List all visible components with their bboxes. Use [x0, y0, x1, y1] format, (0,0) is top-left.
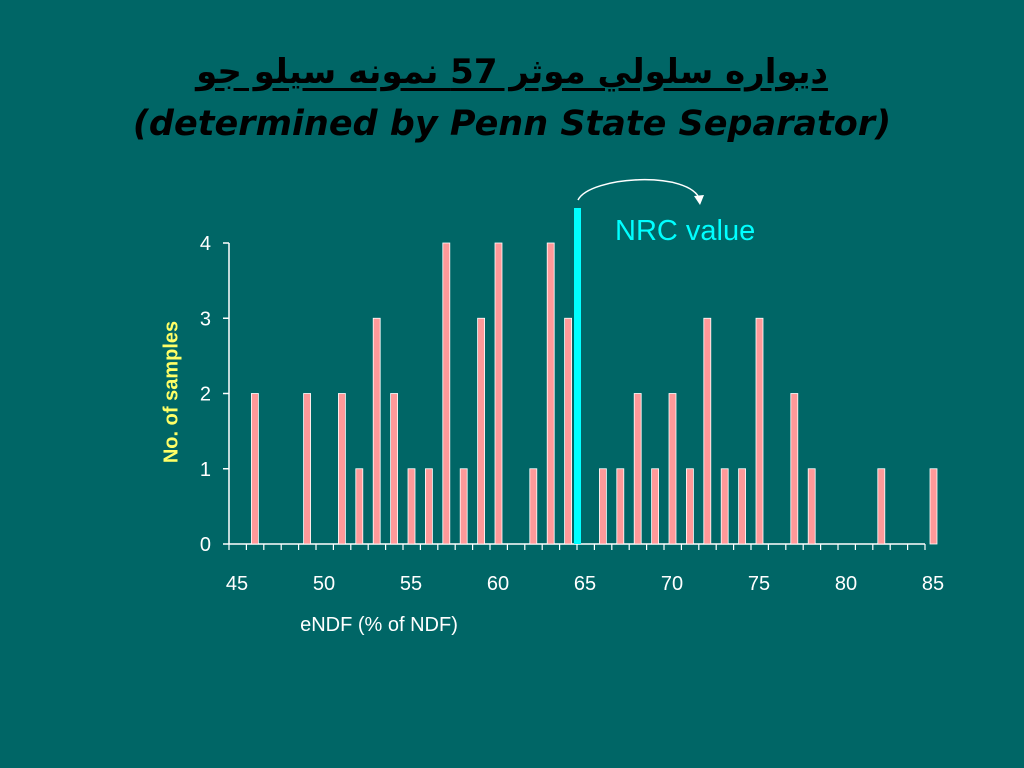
- bar: [616, 468, 625, 545]
- bar: [720, 468, 729, 545]
- bar: [877, 468, 886, 545]
- y-tick-label: 1: [200, 459, 211, 481]
- y-tick-label: 2: [200, 384, 211, 406]
- bar: [494, 242, 503, 545]
- bar: [424, 468, 433, 545]
- bar: [599, 468, 607, 545]
- bar: [303, 393, 312, 545]
- x-tick-label: 75: [748, 573, 770, 595]
- bar: [564, 317, 572, 545]
- bar: [372, 317, 381, 545]
- bar: [459, 468, 468, 545]
- y-axis-label: No. of samples: [160, 320, 183, 464]
- bar: [738, 468, 746, 545]
- bar: [337, 393, 346, 545]
- nrc-value-label: NRC value: [615, 215, 756, 247]
- y-tick-label: 0: [200, 534, 211, 556]
- y-tick-label: 4: [200, 233, 211, 255]
- slide-subtitle: (determined by Penn State Separator): [132, 104, 892, 144]
- x-tick-label: 55: [400, 573, 422, 595]
- x-axis: 45 50 55 60 65 70 75 80 85: [226, 543, 944, 595]
- bar: [546, 242, 555, 545]
- bar: [529, 468, 538, 545]
- bar: [929, 468, 938, 545]
- bar: [442, 242, 451, 545]
- y-axis: 0 1 2 3 4: [200, 233, 230, 556]
- x-tick-label: 80: [835, 573, 857, 595]
- bar: [807, 468, 816, 545]
- bar: [477, 317, 486, 545]
- x-tick-label: 60: [487, 573, 509, 595]
- x-tick-label: 50: [313, 573, 335, 595]
- bar: [755, 317, 764, 545]
- bar: [633, 393, 642, 545]
- bar: [686, 468, 694, 545]
- bar: [651, 468, 659, 545]
- x-tick-label: 65: [574, 573, 596, 595]
- bars: [250, 242, 938, 545]
- x-tick-label: 70: [661, 573, 683, 595]
- nrc-arrow-arc: [577, 178, 701, 201]
- bar: [355, 468, 364, 545]
- bar: [407, 468, 416, 545]
- bar: [703, 317, 712, 545]
- bar: [790, 393, 799, 545]
- bar: [390, 393, 399, 545]
- bar: [250, 393, 259, 545]
- bar: [668, 393, 677, 545]
- y-tick-label: 3: [200, 308, 211, 330]
- nrc-arrow-head: [694, 195, 704, 205]
- x-tick-label: 45: [226, 573, 248, 595]
- slide-title: ديواره سلولي موثر 57 نمونه سيلو جو: [196, 52, 828, 92]
- nrc-line: [574, 208, 581, 544]
- nrc-reference: [574, 178, 704, 544]
- x-axis-label: eNDF (% of NDF): [300, 614, 458, 636]
- x-tick-label: 85: [922, 573, 944, 595]
